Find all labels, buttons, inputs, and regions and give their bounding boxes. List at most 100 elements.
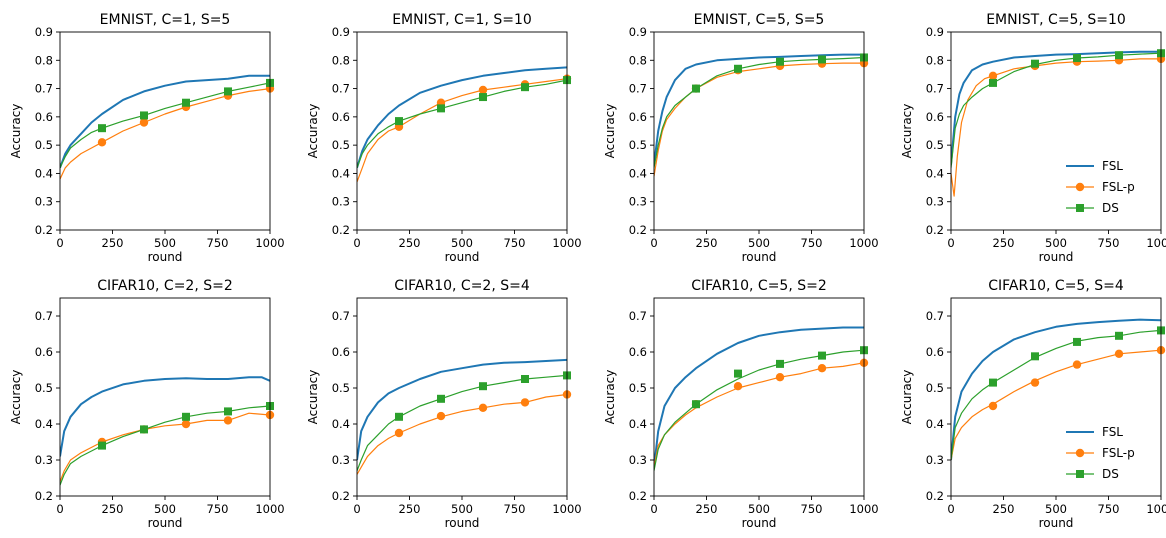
- y-tick-label: 0.8: [35, 53, 53, 67]
- x-tick-label: 250: [399, 236, 421, 250]
- x-tick-label: 750: [207, 236, 229, 250]
- chart-title: EMNIST, C=5, S=5: [694, 12, 825, 28]
- x-tick-label: 0: [650, 502, 657, 516]
- marker-ds: [521, 83, 529, 92]
- x-tick-label: 250: [696, 502, 718, 516]
- series-group: [951, 318, 1161, 461]
- x-axis-label: round: [148, 516, 183, 530]
- marker-fsl-p: [988, 401, 998, 411]
- y-tick-label: 0.2: [35, 223, 53, 237]
- marker-fsl-p: [988, 71, 998, 81]
- y-tick-label: 0.2: [35, 489, 53, 503]
- x-tick-label: 0: [56, 236, 63, 250]
- chart-title: EMNIST, C=5, S=10: [986, 12, 1126, 28]
- series-group: [60, 74, 270, 180]
- marker-ds: [1031, 352, 1039, 361]
- chart-title: EMNIST, C=1, S=10: [392, 12, 532, 28]
- y-tick-label: 0.9: [35, 25, 53, 39]
- chart-panel-7: 0 250 500 750 1000 0.2 0.3 0.4 0.5 0.6 0.7 CIFAR10,…: [603, 278, 879, 530]
- y-tick-label: 0.3: [926, 453, 944, 467]
- marker-ds: [734, 369, 742, 378]
- marker-fsl-p: [1114, 349, 1124, 358]
- chart-title: CIFAR10, C=2, S=2: [97, 278, 233, 294]
- series-line-fsl: [951, 318, 1161, 461]
- marker-fsl-p: [97, 138, 107, 147]
- marker-ds: [692, 84, 700, 93]
- marker-ds: [224, 407, 232, 416]
- x-tick-label: 250: [102, 502, 124, 516]
- marker-fsl-p: [520, 398, 530, 407]
- x-axis-label: round: [742, 250, 777, 264]
- y-axis-label: Accuracy: [900, 370, 914, 425]
- x-tick-label: 1000: [1146, 502, 1166, 516]
- marker-ds: [1115, 51, 1123, 60]
- y-tick-label: 0.8: [629, 53, 647, 67]
- x-tick-label: 750: [504, 236, 526, 250]
- y-tick-label: 0.3: [629, 195, 647, 209]
- x-tick-label: 1000: [552, 502, 581, 516]
- marker-fsl-p: [223, 416, 233, 425]
- series-group: [951, 50, 1161, 197]
- y-tick-label: 0.6: [332, 110, 350, 124]
- y-tick-label: 0.2: [332, 489, 350, 503]
- y-tick-label: 0.6: [926, 345, 944, 359]
- series-group: [357, 66, 567, 183]
- x-tick-label: 0: [947, 236, 954, 250]
- y-tick-label: 0.3: [35, 453, 53, 467]
- x-tick-label: 250: [696, 236, 718, 250]
- y-tick-label: 0.3: [332, 453, 350, 467]
- y-tick-label: 0.3: [332, 195, 350, 209]
- y-tick-label: 0.4: [926, 166, 944, 180]
- y-axis-label: Accuracy: [306, 370, 320, 425]
- x-tick-label: 500: [154, 236, 176, 250]
- legend-label: FSL: [1102, 159, 1123, 173]
- y-tick-label: 0.7: [629, 309, 647, 323]
- marker-fsl-p: [775, 373, 785, 382]
- series-line-ds: [60, 405, 270, 486]
- y-tick-label: 0.2: [629, 223, 647, 237]
- legend: FSL FSL-p DS: [1066, 425, 1135, 481]
- marker-fsl-p: [436, 411, 446, 421]
- chart-panel-5: 0 250 500 750 1000 0.2 0.3 0.4 0.5 0.6 0.7 CIFAR10,…: [9, 278, 285, 530]
- y-tick-label: 0.6: [332, 345, 350, 359]
- marker-ds: [776, 57, 784, 66]
- chart-title: CIFAR10, C=5, S=4: [988, 278, 1124, 294]
- marker-ds: [1115, 331, 1123, 340]
- series-line-ds: [60, 82, 270, 169]
- marker-ds: [182, 98, 190, 107]
- y-tick-label: 0.5: [35, 381, 53, 395]
- y-axis-label: Accuracy: [603, 104, 617, 159]
- series-line-fsl: [357, 66, 567, 169]
- x-tick-label: 0: [353, 236, 360, 250]
- marker-fsl-p: [733, 382, 743, 391]
- legend-marker: [1075, 448, 1085, 458]
- chart-panel-1: 0 250 500 750 1000 0.2 0.3 0.4 0.5 0.6 0.7 0.8 0.9 EM…: [9, 12, 285, 264]
- marker-ds: [182, 412, 190, 421]
- x-axis-label: round: [445, 250, 480, 264]
- axes-frame: [653, 31, 865, 231]
- marker-ds: [395, 412, 403, 421]
- y-tick-label: 0.4: [35, 166, 53, 180]
- series-line-ds: [357, 79, 567, 169]
- series-line-fsl: [60, 376, 270, 457]
- y-tick-label: 0.3: [926, 195, 944, 209]
- marker-ds: [395, 117, 403, 126]
- series-group: [357, 358, 567, 475]
- series-line-fsl-p: [60, 88, 270, 180]
- marker-ds: [479, 93, 487, 102]
- y-tick-label: 0.6: [35, 110, 53, 124]
- marker-ds: [989, 378, 997, 387]
- y-tick-label: 0.2: [332, 223, 350, 237]
- x-tick-label: 250: [102, 236, 124, 250]
- marker-ds: [692, 400, 700, 409]
- marker-ds: [1031, 59, 1039, 68]
- chart-panel-8: 0 250 500 750 1000 0.2 0.3 0.4 0.5 0.6 0.7 CIFAR10,…: [900, 278, 1166, 530]
- y-tick-label: 0.6: [629, 345, 647, 359]
- marker-ds: [479, 382, 487, 391]
- x-tick-label: 1000: [849, 236, 878, 250]
- marker-ds: [1073, 54, 1081, 63]
- x-tick-label: 0: [56, 502, 63, 516]
- series-line-fsl: [654, 53, 864, 166]
- x-tick-label: 750: [504, 502, 526, 516]
